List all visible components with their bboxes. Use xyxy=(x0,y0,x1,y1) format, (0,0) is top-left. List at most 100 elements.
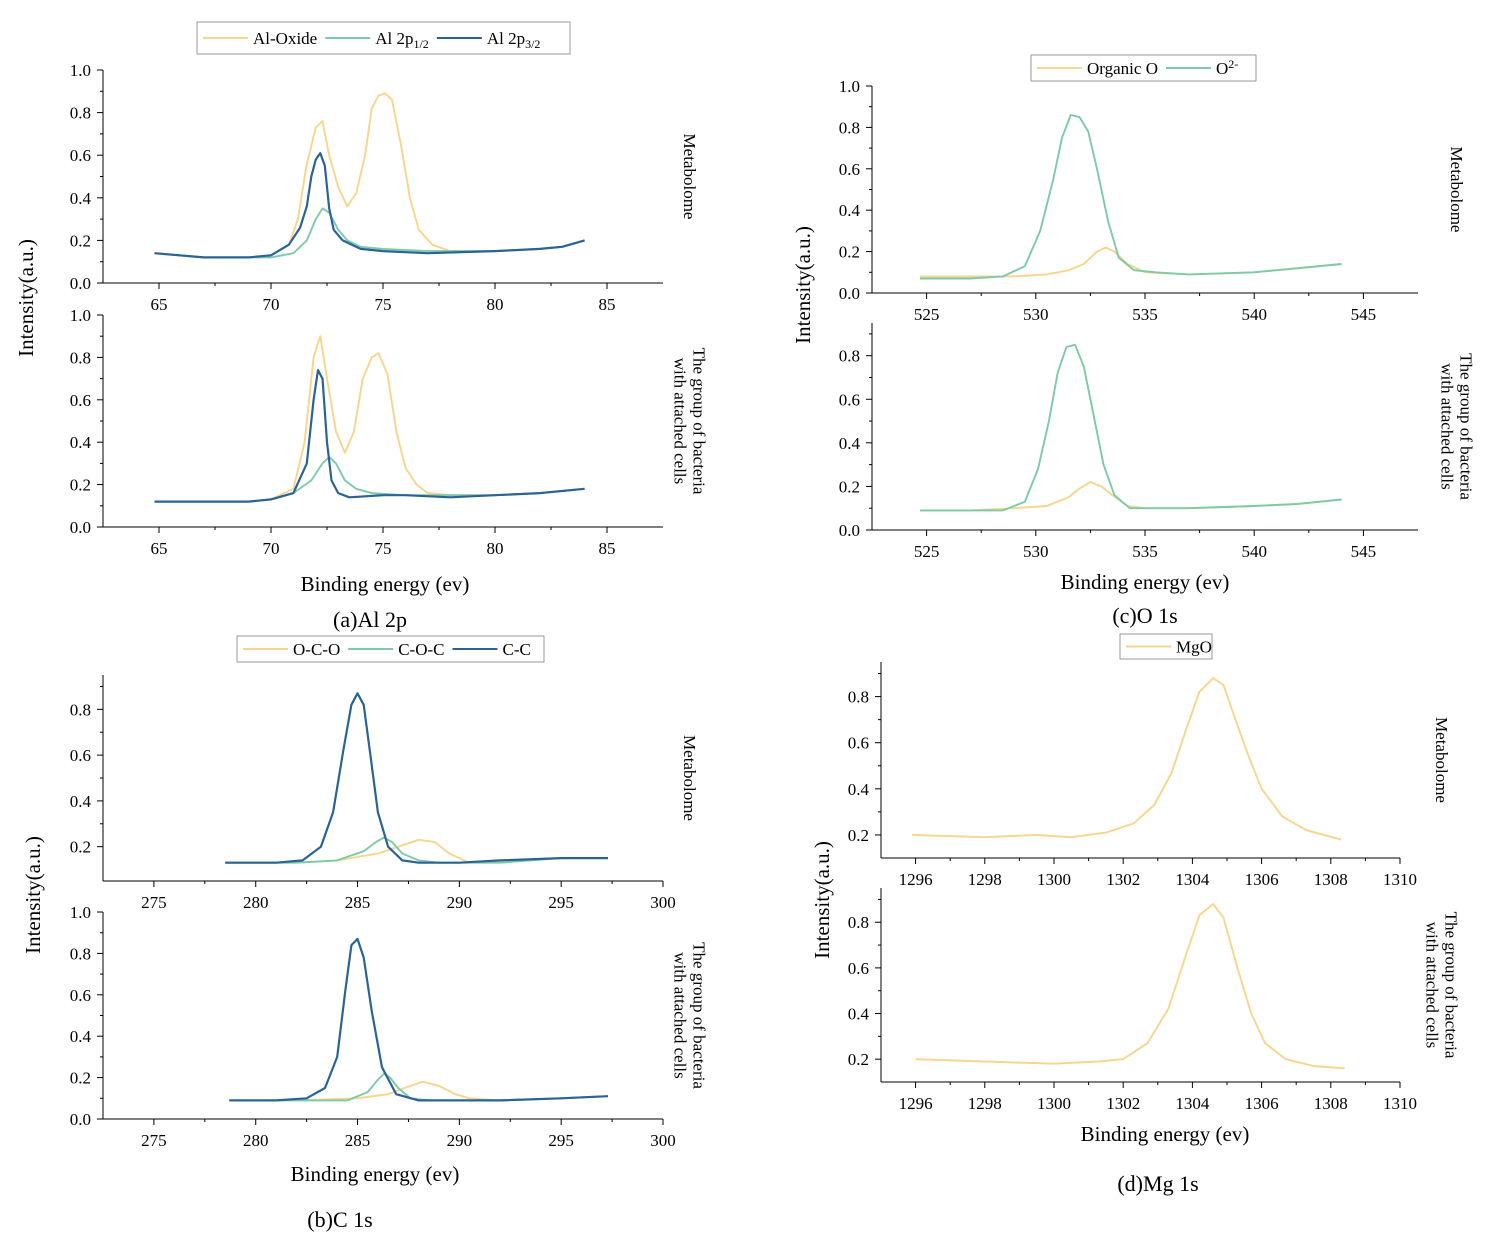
x-tick-label: 1300 xyxy=(1037,1094,1071,1113)
y-tick-label: 0.4 xyxy=(848,1005,870,1024)
x-tick-label: 545 xyxy=(1351,542,1377,561)
legend-box xyxy=(196,21,571,55)
panel-b-2: 0.0 0.2 0.4 0.6 0.8 1.0 275 280 285 290 295 300 The … xyxy=(70,903,709,1150)
series-line-green xyxy=(920,343,1342,512)
x-tick-label: 1304 xyxy=(1175,1094,1210,1113)
series-line-blue xyxy=(154,369,585,503)
y-tick-label: 0.4 xyxy=(839,434,861,453)
y-tick-label: 0.8 xyxy=(70,944,91,963)
y-axis-label: Intensity(a.u.) xyxy=(791,226,815,344)
x-tick-label: 1296 xyxy=(899,1094,933,1113)
side-label-line: Metabolome xyxy=(1447,147,1466,233)
panel-d-2: 0.2 0.4 0.6 0.8 1296 1298 1300 1302 1304 1306 1308… xyxy=(848,888,1461,1113)
x-tick-label: 275 xyxy=(141,1131,167,1150)
legend: O-C-O C-O-C C-C xyxy=(236,635,545,663)
y-tick-label: 0.4 xyxy=(70,189,92,208)
panel-caption: (b)C 1s xyxy=(307,1207,372,1232)
x-tick-label: 530 xyxy=(1023,305,1049,324)
y-tick-label: 0.0 xyxy=(839,521,860,540)
x-tick-label: 75 xyxy=(375,539,392,558)
series-line-green xyxy=(225,836,608,864)
x-tick-label: 1306 xyxy=(1245,870,1279,889)
x-tick-label: 85 xyxy=(599,295,616,314)
legend: Organic O O2- xyxy=(1030,54,1257,82)
y-tick-label: 0.6 xyxy=(848,734,869,753)
y-tick-label: 0.8 xyxy=(848,688,869,707)
x-axis-label: Binding energy (ev) xyxy=(301,572,470,596)
x-tick-label: 1310 xyxy=(1383,1094,1417,1113)
panel-a-2: 0.0 0.2 0.4 0.6 0.8 1.0 65 70 75 80 85 The group of… xyxy=(70,306,709,558)
y-tick-label: 0.6 xyxy=(70,986,91,1005)
y-tick-label: 0.6 xyxy=(839,390,860,409)
x-tick-label: 285 xyxy=(345,893,371,912)
y-tick-label: 0.6 xyxy=(70,391,91,410)
x-tick-label: 295 xyxy=(548,1131,574,1150)
x-tick-label: 280 xyxy=(243,1131,269,1150)
series-line-green xyxy=(229,1072,609,1102)
y-axis-label: Intensity(a.u.) xyxy=(21,836,45,954)
x-tick-label: 1300 xyxy=(1037,870,1071,889)
side-label-line: The group of bacteria xyxy=(690,942,709,1089)
chart-a: 0.0 0.2 0.4 0.6 0.8 1.0 65 70 75 80 85 Metabolome 0.… xyxy=(14,21,709,632)
x-tick-label: 545 xyxy=(1351,305,1377,324)
y-tick-label: 0.8 xyxy=(848,913,869,932)
y-tick-label: 0.0 xyxy=(70,274,91,293)
x-tick-label: 275 xyxy=(141,893,167,912)
side-label: Metabolome xyxy=(680,735,699,821)
y-tick-label: 0.6 xyxy=(848,959,869,978)
side-label: Metabolome xyxy=(680,134,699,220)
y-tick-label: 0.8 xyxy=(70,104,91,123)
legend-subscript: 3/2 xyxy=(525,37,540,51)
y-tick-label: 0.2 xyxy=(848,826,869,845)
y-axis-label: Intensity(a.u.) xyxy=(810,841,834,959)
x-tick-label: 300 xyxy=(650,893,676,912)
panel-b-1: 0.2 0.4 0.6 0.8 275 280 285 290 295 300 Metabolome xyxy=(70,675,699,912)
x-tick-label: 285 xyxy=(345,1131,371,1150)
y-tick-label: 0.8 xyxy=(70,348,91,367)
panel-caption: (c)O 1s xyxy=(1112,603,1177,628)
x-tick-label: 80 xyxy=(487,539,504,558)
x-tick-label: 1298 xyxy=(968,870,1002,889)
side-label-line: Metabolome xyxy=(680,735,699,821)
y-tick-label: 0.2 xyxy=(839,477,860,496)
x-tick-label: 65 xyxy=(151,295,168,314)
legend-superscript: 2- xyxy=(1228,57,1238,71)
series-line-yellow xyxy=(920,246,1342,278)
side-label-line: Metabolome xyxy=(1432,717,1451,803)
y-tick-label: 1.0 xyxy=(70,903,91,922)
y-tick-label: 0.2 xyxy=(839,243,860,262)
panel-a-1: 0.0 0.2 0.4 0.6 0.8 1.0 65 70 75 80 85 Metabolome xyxy=(70,61,699,314)
legend-label: MgO xyxy=(1176,638,1212,657)
x-tick-label: 1308 xyxy=(1314,870,1348,889)
series-line-yellow xyxy=(915,903,1345,1070)
side-label-line: with attached cells xyxy=(1438,363,1457,490)
legend-label: C-O-C xyxy=(398,640,444,659)
y-tick-label: 0.2 xyxy=(70,838,91,857)
legend-label: C-C xyxy=(503,640,531,659)
panel-c-1: 0.0 0.2 0.4 0.6 0.8 1.0 525 530 535 540 545 Metabol… xyxy=(839,77,1466,324)
x-tick-label: 1308 xyxy=(1314,1094,1348,1113)
panel-caption: (a)Al 2p xyxy=(333,607,407,632)
x-tick-label: 85 xyxy=(599,539,616,558)
y-tick-label: 1.0 xyxy=(70,306,91,325)
y-tick-label: 0.6 xyxy=(839,160,860,179)
series-line-green xyxy=(920,114,1342,280)
y-tick-label: 1.0 xyxy=(839,77,860,96)
legend-label: Organic O xyxy=(1087,59,1158,78)
side-label-line: The group of bacteria xyxy=(1457,353,1476,500)
y-tick-label: 0.0 xyxy=(839,284,860,303)
x-tick-label: 80 xyxy=(487,295,504,314)
y-tick-label: 0.4 xyxy=(70,433,92,452)
y-tick-label: 0.6 xyxy=(70,746,91,765)
x-tick-label: 70 xyxy=(263,539,280,558)
y-tick-label: 0.2 xyxy=(70,476,91,495)
y-tick-label: 0.4 xyxy=(839,201,861,220)
y-tick-label: 0.2 xyxy=(70,231,91,250)
x-tick-label: 1302 xyxy=(1106,870,1140,889)
y-tick-label: 0.0 xyxy=(70,518,91,537)
x-tick-label: 535 xyxy=(1132,542,1158,561)
x-tick-label: 525 xyxy=(914,542,940,561)
